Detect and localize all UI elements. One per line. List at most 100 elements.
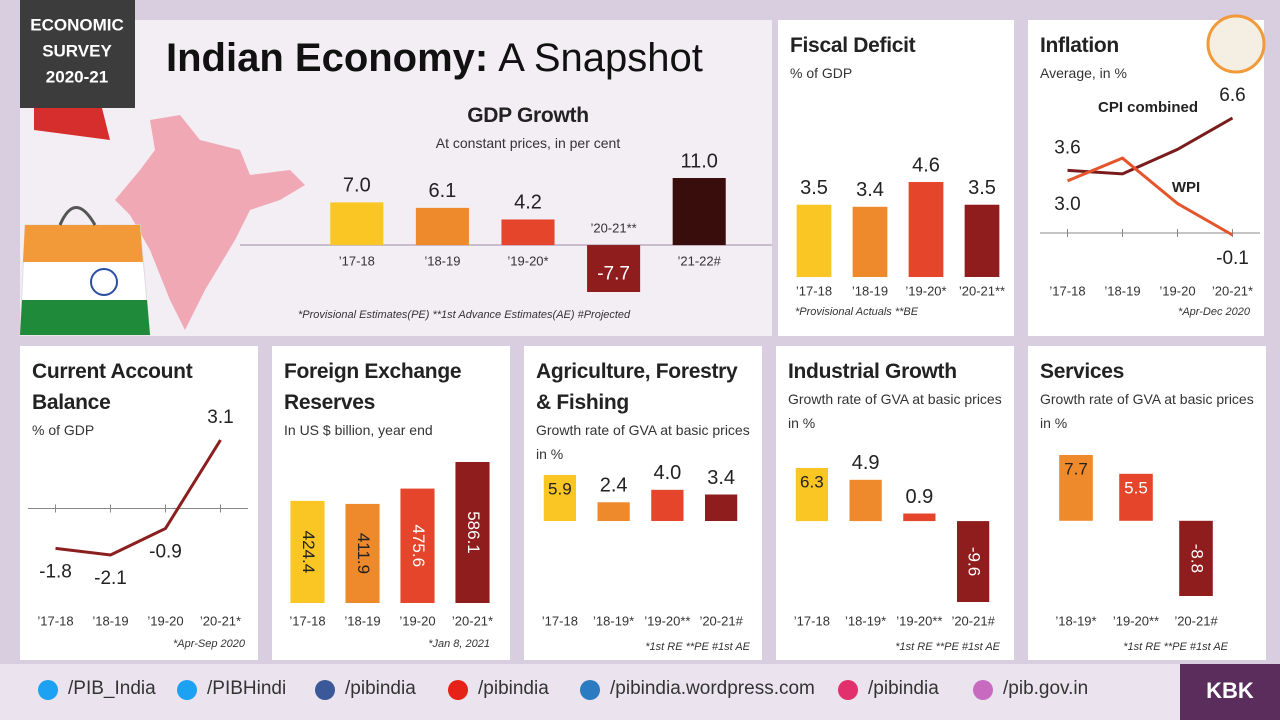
category-label: ’20-21* — [1212, 283, 1253, 298]
footer-bar — [0, 664, 1280, 720]
category-label: ’20-21# — [699, 613, 743, 628]
line — [1066, 156, 1234, 237]
value-label: 3.4 — [707, 467, 735, 489]
footer-icon — [838, 680, 858, 700]
value-label: 5.5 — [1124, 478, 1148, 497]
category-label: ’19-20** — [644, 613, 690, 628]
bar — [705, 494, 738, 521]
category-label: ’19-20 — [399, 613, 435, 628]
chart-title: Inflation — [1040, 34, 1119, 57]
bag-handle — [58, 206, 97, 226]
chakra — [90, 268, 118, 296]
bar — [330, 202, 384, 246]
main-title: Indian Economy: A Snapshot — [166, 36, 703, 80]
value-label: 3.1 — [207, 407, 233, 428]
chart-heading: Fiscal Deficit % of GDP — [790, 30, 1005, 85]
series-label: CPI combined — [1098, 99, 1198, 116]
category-label: ’18-19* — [593, 613, 634, 628]
footer-link: /pibindia — [345, 678, 416, 699]
value-label: 6.3 — [800, 472, 824, 491]
category-label: ’18-19* — [845, 613, 886, 628]
value-label: 3.5 — [968, 177, 996, 199]
chart-title: GDP Growth — [467, 104, 589, 127]
value-label: -0.9 — [149, 541, 182, 562]
bar — [903, 513, 936, 522]
category-label: ’18-19 — [1104, 283, 1140, 298]
footer-link: /PIBHindi — [207, 678, 287, 699]
chart-note: *Provisional Estimates(PE) **1st Advance… — [298, 309, 631, 321]
value-label: 3.0 — [1054, 194, 1080, 215]
category-label: ’18-19 — [344, 613, 380, 628]
chart-title: Services — [1040, 360, 1125, 383]
value-label: 3.6 — [1054, 137, 1080, 158]
bag-green — [20, 300, 150, 335]
bar — [672, 178, 726, 246]
category-label: ’17-18 — [796, 283, 832, 298]
value-label: 6.1 — [428, 180, 456, 202]
value-label: 11.0 — [680, 150, 717, 172]
category-label: ’19-20** — [1113, 613, 1159, 628]
chart-heading: Industrial Growth Growth rate of GVA at b… — [788, 356, 1003, 435]
bar — [597, 502, 630, 521]
ribbon — [34, 100, 110, 140]
fiscal-panel — [778, 20, 1014, 336]
category-label: ’17-18 — [37, 613, 73, 628]
value-label: -8.8 — [1188, 544, 1207, 573]
chart-heading: Inflation Average, in % — [1040, 30, 1255, 85]
bar — [651, 489, 684, 521]
value-label: 3.5 — [800, 177, 828, 199]
category-label: ’19-20* — [507, 253, 548, 268]
bar — [345, 503, 380, 603]
bar — [964, 204, 1000, 277]
value-label: 4.0 — [653, 462, 681, 484]
bag-saffron — [23, 225, 143, 262]
category-label: ’20-21* — [452, 613, 493, 628]
bar — [849, 479, 882, 522]
value-label: 3.4 — [856, 179, 884, 201]
bar — [400, 488, 435, 603]
category-label: ’20-21# — [1174, 613, 1218, 628]
value-label: -1.8 — [39, 561, 72, 582]
series-label: WPI — [1172, 179, 1200, 196]
value-label: 4.2 — [514, 192, 542, 214]
title-bold: Indian Economy: — [166, 36, 488, 80]
value-label: 4.9 — [852, 452, 880, 474]
chart-heading: GDP Growth At constant prices, in per cen… — [380, 100, 676, 155]
category-label: ’20-21** — [959, 283, 1005, 298]
footer-link: /pib.gov.in — [1003, 678, 1089, 699]
chart-note: *1st RE **PE #1st AE — [645, 641, 750, 653]
category-label: ’18-19 — [852, 283, 888, 298]
bar — [455, 462, 490, 603]
chart-subtitle: Average, in % — [1040, 65, 1127, 81]
value-label: 7.0 — [343, 175, 371, 197]
chart-note: *1st RE **PE #1st AE — [895, 641, 1000, 653]
value-label: 6.6 — [1219, 85, 1245, 106]
category-label: ’17-18 — [289, 613, 325, 628]
category-label: ’18-19 — [92, 613, 128, 628]
value-label: -7.7 — [597, 264, 630, 285]
value-label: 5.9 — [548, 479, 572, 498]
chart-subtitle: % of GDP — [32, 422, 95, 438]
category-label: ’21-22# — [678, 253, 722, 268]
value-label: 2.4 — [600, 475, 628, 497]
category-label: ’19-20 — [1159, 283, 1195, 298]
category-label: ’17-18 — [794, 613, 830, 628]
category-label: ’19-20 — [147, 613, 183, 628]
footer-link: /pibindia — [868, 678, 939, 699]
badge-line: 2020-21 — [46, 67, 108, 86]
footer-icon — [177, 680, 197, 700]
chart-heading: Agriculture, Forestry & Fishing Growth ra… — [536, 356, 751, 466]
chart-subtitle: Growth rate of GVA at basic prices in % — [1040, 391, 1254, 431]
footer-link: /PIB_India — [68, 678, 156, 699]
bar — [795, 468, 828, 522]
footer-icon — [448, 680, 468, 700]
chart-note: *Apr-Sep 2020 — [173, 638, 245, 650]
line — [1067, 116, 1234, 176]
line — [55, 439, 222, 557]
bar — [796, 204, 832, 277]
india-map — [115, 115, 305, 330]
bar — [543, 475, 576, 521]
footer-icon — [38, 680, 58, 700]
bar — [415, 207, 469, 246]
